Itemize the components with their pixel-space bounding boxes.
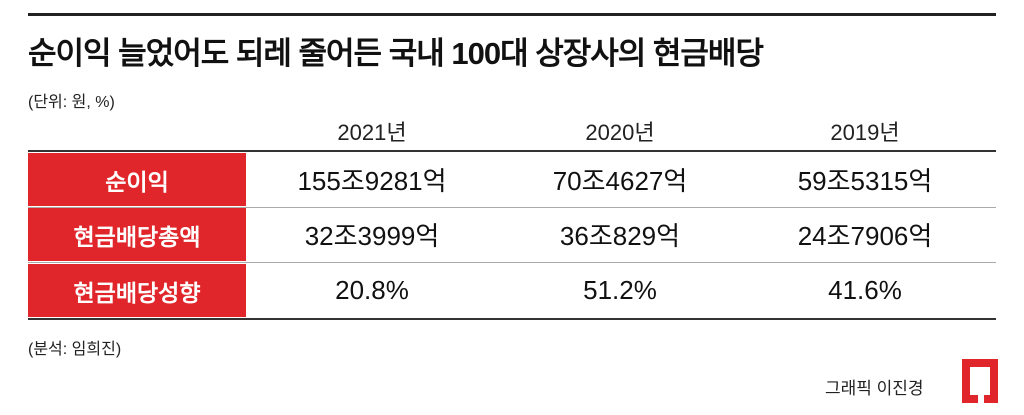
table-cell: 36조829억: [559, 221, 681, 251]
row-separator: [28, 207, 996, 208]
header-rule: [28, 150, 996, 152]
table-cell: 24조7906억: [797, 221, 933, 251]
title: 순이익 늘었어도 되레 줄어든 국내 100대 상장사의 현금배당: [28, 36, 764, 71]
logo-mark: [962, 359, 998, 403]
table-cell: 59조5315억: [797, 166, 933, 196]
table-cell: 155조9281억: [297, 166, 447, 196]
source: (분석: 임희진): [28, 341, 122, 358]
table-cell: 32조3999억: [304, 221, 440, 251]
bottom-rule: [28, 318, 996, 320]
row-label: 현금배당총액: [28, 208, 246, 261]
table-cell: 20.8%: [335, 275, 409, 305]
row-separator: [28, 262, 996, 263]
credit: 그래픽 이진경: [825, 379, 924, 398]
logo: [962, 359, 998, 403]
column-header: 2021년: [337, 120, 407, 145]
row-label: 순이익: [28, 153, 246, 206]
column-header: 2020년: [585, 120, 655, 145]
column-header: 2019년: [830, 120, 900, 145]
unit-note: (단위: 원, %): [28, 94, 115, 111]
top-rule: [28, 13, 996, 16]
table-cell: 51.2%: [583, 275, 657, 305]
table-cell: 41.6%: [828, 275, 902, 305]
table-cell: 70조4627억: [552, 166, 688, 196]
row-label: 현금배당성향: [28, 264, 246, 317]
